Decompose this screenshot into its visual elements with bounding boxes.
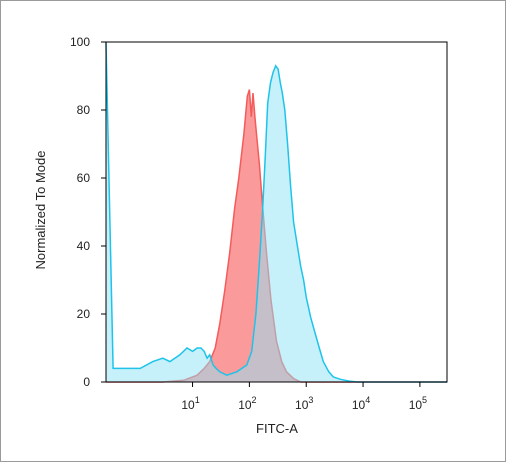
y-tick-label: 60 [77, 171, 91, 185]
y-axis-label: Normalized To Mode [33, 151, 48, 270]
x-tick-label: 103 [295, 395, 313, 412]
x-tick-label: 105 [409, 395, 427, 412]
histogram-outline-2 [105, 41, 447, 383]
y-tick-label: 100 [70, 35, 90, 49]
x-tick-label: 104 [352, 395, 370, 412]
histogram-area-2 [106, 42, 447, 382]
x-tick-label: 102 [238, 395, 256, 412]
y-tick-label: 40 [77, 239, 91, 253]
y-tick-label: 20 [77, 307, 91, 321]
y-axis-ticks: 0 20 40 60 80 100 [70, 35, 106, 389]
x-axis-ticks: 101 102 103 104 105 [181, 382, 427, 412]
y-tick-label: 0 [83, 375, 90, 389]
plot-area-border [105, 41, 448, 383]
x-tick-label: 101 [181, 395, 199, 412]
y-tick-label: 80 [77, 103, 91, 117]
series-layer [105, 41, 447, 383]
x-axis-label: FITC-A [256, 421, 298, 436]
